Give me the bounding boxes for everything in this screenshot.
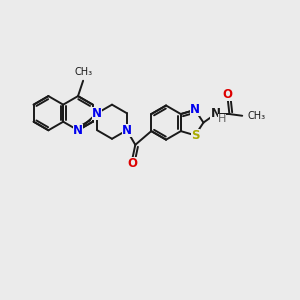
Text: N: N — [122, 124, 132, 137]
Text: H: H — [218, 114, 226, 124]
Text: O: O — [223, 88, 233, 101]
Text: CH₃: CH₃ — [74, 67, 92, 77]
Text: S: S — [191, 129, 200, 142]
Text: N: N — [73, 124, 83, 137]
Text: CH₃: CH₃ — [248, 111, 266, 121]
Text: N: N — [92, 107, 102, 120]
Text: O: O — [127, 157, 137, 169]
Text: N: N — [210, 107, 220, 120]
Text: N: N — [190, 103, 200, 116]
